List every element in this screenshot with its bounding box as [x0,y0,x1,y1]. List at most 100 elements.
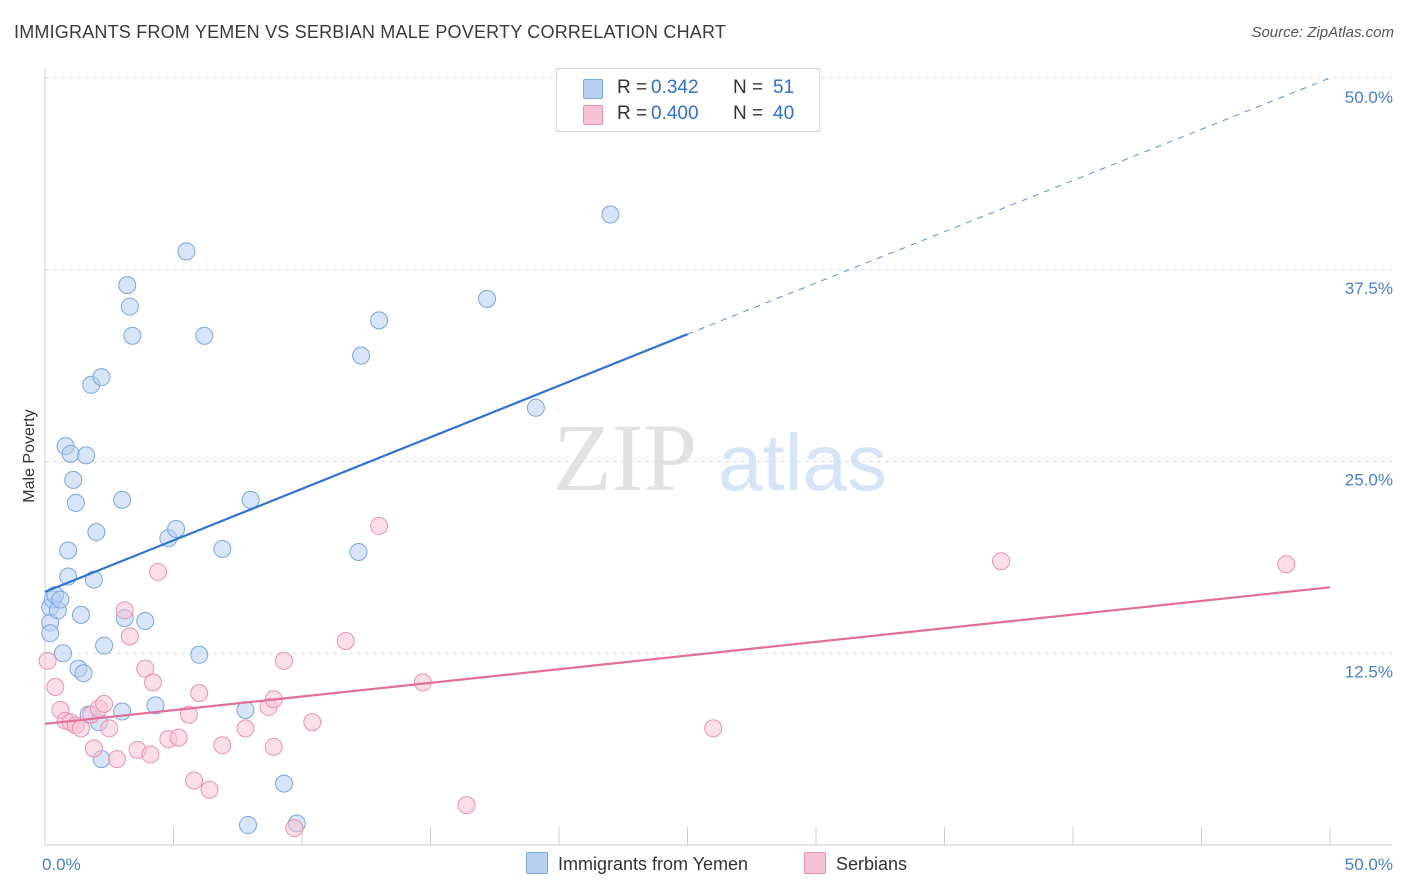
x-tick-label: 50.0% [1345,855,1393,874]
yemen-point [478,289,497,308]
yemen-point [167,519,186,538]
bottom-legend-swatch-pink [804,852,826,874]
y-tick-labels: 12.5% 25.0% 37.5% 50.0% [1345,88,1393,681]
legend-n-value: 51 [773,77,795,98]
yemen-trend-extension [687,77,1331,335]
yemen-point [77,446,96,465]
yemen-point [92,368,111,387]
bottom-legend-label-yemen: Immigrants from Yemen [558,854,749,874]
y-tick-label: 12.5% [1345,662,1393,681]
serbian-point [336,631,355,650]
yemen-point [136,612,155,631]
yemen-point [195,326,214,345]
bottom-legend-swatch-blue [526,852,548,874]
y-tick-label: 50.0% [1345,88,1393,107]
yemen-point [95,636,114,655]
serbian-point [275,651,294,670]
serbian-point [115,601,134,620]
serbian-point [264,737,283,756]
y-tick-label: 37.5% [1345,279,1393,298]
bottom-legend-label-serbians: Serbians [836,854,908,874]
serbian-point [136,659,155,678]
legend-n-label: N = [733,77,764,98]
legend-r-label: R = [617,77,648,98]
yemen-point [275,774,294,793]
serbian-point [236,719,255,738]
trend-lines [44,77,1331,725]
yemen-point [113,702,132,721]
serbian-point [149,562,168,581]
serbian-point [141,745,160,764]
yemen-point [61,444,80,463]
y-tick-label: 25.0% [1345,471,1393,490]
serbian-point [1277,555,1296,574]
legend-r-label: R = [617,103,648,124]
legend-r-value: 0.400 [651,103,699,124]
serbian-point [303,713,322,732]
stats-legend: R = 0.342 N = 51 R = 0.400 N = 40 [556,68,820,132]
yemen-trend-line [44,333,688,593]
axes [44,68,1392,846]
x-tick-label: 0.0% [42,855,81,874]
serbian-point [185,771,204,790]
yemen-point [146,696,165,715]
legend-swatch-blue [583,79,603,99]
serbian-point [285,819,304,838]
y-axis-label: Male Poverty [21,409,38,502]
serbian-point [95,694,114,713]
bottom-legend-yemen: Immigrants from Yemen [526,852,748,875]
serbian-point [169,728,188,747]
yemen-point [84,570,103,589]
serbian-point [143,673,162,692]
serbian-point [992,552,1011,571]
legend-swatch-pink [583,105,603,125]
serbian-point [457,796,476,815]
serbian-point [84,739,103,758]
serbian-point [107,750,126,769]
source-credit: Source: ZipAtlas.com [1251,24,1394,41]
serbian-point [38,651,57,670]
serbian-point [370,516,389,535]
serbian-point [213,736,232,755]
serbian-point [100,719,119,738]
yemen-point [120,297,139,316]
watermark-zip: ZIP [553,404,697,511]
yemen-point [87,523,106,542]
legend-n-value: 40 [773,103,795,124]
yemen-point [370,311,389,330]
bottom-legend-serbians: Serbians [804,852,907,875]
serbian-point [200,780,219,799]
yemen-point [123,326,142,345]
x-tick-labels: 0.0% 50.0% [42,855,1393,874]
yemen-point [64,470,83,489]
yemen-point [601,205,620,224]
yemen-point [71,605,90,624]
data-points [38,205,1296,838]
yemen-point [74,664,93,683]
yemen-point [526,398,545,417]
watermark-atlas: atlas [718,418,887,507]
yemen-point [190,645,209,664]
yemen-point [349,543,368,562]
serbian-point [46,677,65,696]
watermark: ZIP atlas [553,404,887,511]
serbian-trend-line [44,586,1331,725]
serbian-point [190,684,209,703]
yemen-point [177,242,196,261]
yemen-point [66,493,85,512]
yemen-point [113,490,132,509]
chart-title: IMMIGRANTS FROM YEMEN VS SERBIAN MALE PO… [14,22,727,42]
yemen-point [53,644,72,663]
yemen-point [41,624,60,643]
legend-r-value: 0.342 [651,77,699,98]
serbian-point [120,627,139,646]
yemen-point [239,816,258,835]
yemen-point [213,539,232,558]
serbian-point [704,719,723,738]
legend-n-label: N = [733,103,764,124]
serbian-point [179,705,198,724]
yemen-point [59,541,78,560]
yemen-point [51,590,70,609]
yemen-point [118,276,137,295]
